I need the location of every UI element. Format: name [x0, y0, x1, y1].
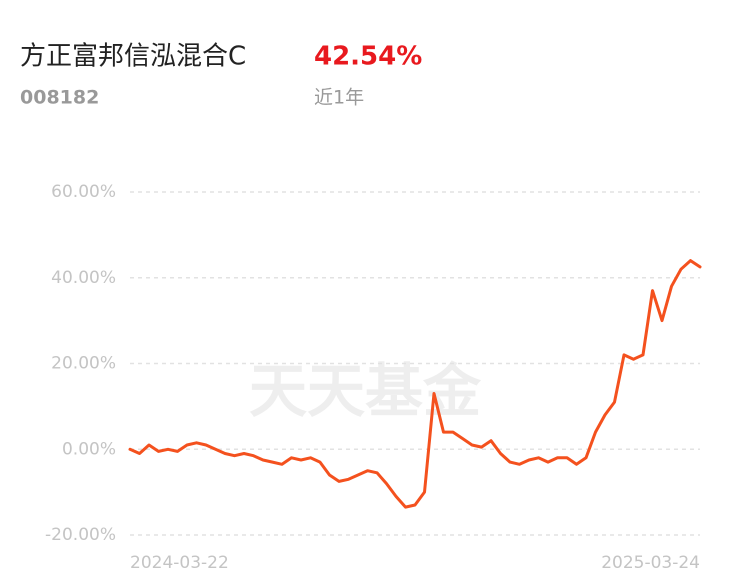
x-tick-label: 2024-03-22	[130, 553, 229, 573]
fund-code: 008182	[20, 87, 99, 109]
watermark: 天天基金	[249, 357, 482, 425]
fund-name: 方正富邦信泓混合C	[20, 42, 246, 72]
y-tick-label: 0.00%	[62, 439, 116, 459]
y-tick-label: 40.00%	[51, 268, 116, 288]
y-tick-label: -20.00%	[45, 525, 116, 545]
period: 近1年	[314, 87, 364, 109]
x-tick-label: 2025-03-24	[601, 553, 700, 573]
line-series	[128, 259, 702, 509]
return-value: 42.54%	[314, 42, 422, 72]
y-tick-label: 60.00%	[51, 182, 116, 202]
y-tick-label: 20.00%	[51, 354, 116, 374]
